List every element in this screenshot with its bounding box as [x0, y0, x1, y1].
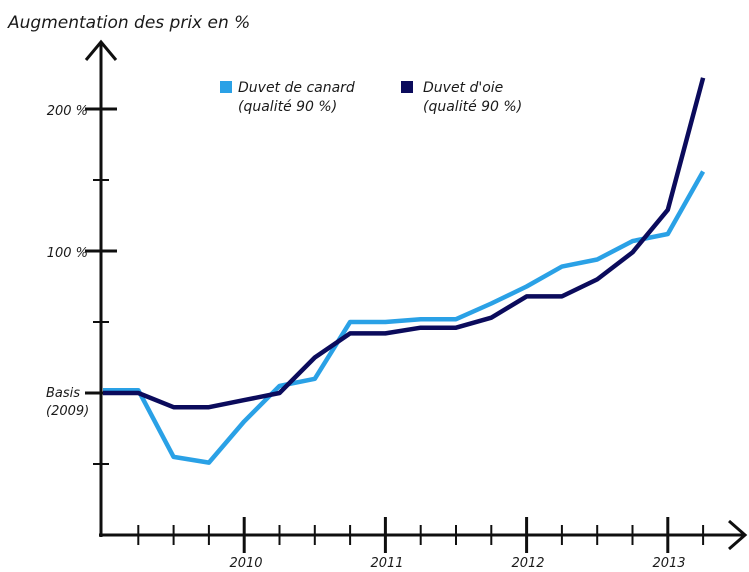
legend-sublabel-goose-down: (qualité 90 %): [423, 99, 522, 115]
legend-swatch-duck-down: [220, 81, 232, 93]
axes: [84, 39, 748, 551]
y-tick-label-200: 200 %: [47, 104, 88, 119]
legend: Duvet de canard (qualité 90 %) Duvet d'o…: [220, 80, 522, 115]
x-tick-label-2011: 2011: [370, 556, 403, 571]
x-tick-label-2012: 2012: [511, 556, 544, 571]
legend-swatch-goose-down: [401, 81, 413, 93]
series-lines: [103, 77, 706, 465]
series-line-duck-down: [103, 170, 706, 465]
x-ticks: [137, 517, 705, 553]
legend-label-goose-down: Duvet d'oie: [423, 80, 503, 96]
y-tick-label-basis-year: (2009): [46, 404, 89, 419]
x-tick-label-2010: 2010: [229, 556, 262, 571]
legend-label-duck-down: Duvet de canard: [238, 80, 355, 96]
x-axis-arrowhead: [728, 519, 748, 551]
legend-sublabel-duck-down: (qualité 90 %): [238, 99, 337, 115]
y-axis-arrowhead: [84, 39, 118, 61]
y-tick-label-basis: Basis: [46, 386, 80, 401]
series-line-goose-down: [103, 77, 706, 410]
y-tick-label-100: 100 %: [47, 246, 88, 261]
y-axis-title: Augmentation des prix en %: [7, 13, 250, 33]
x-tick-label-2013: 2013: [652, 556, 685, 571]
